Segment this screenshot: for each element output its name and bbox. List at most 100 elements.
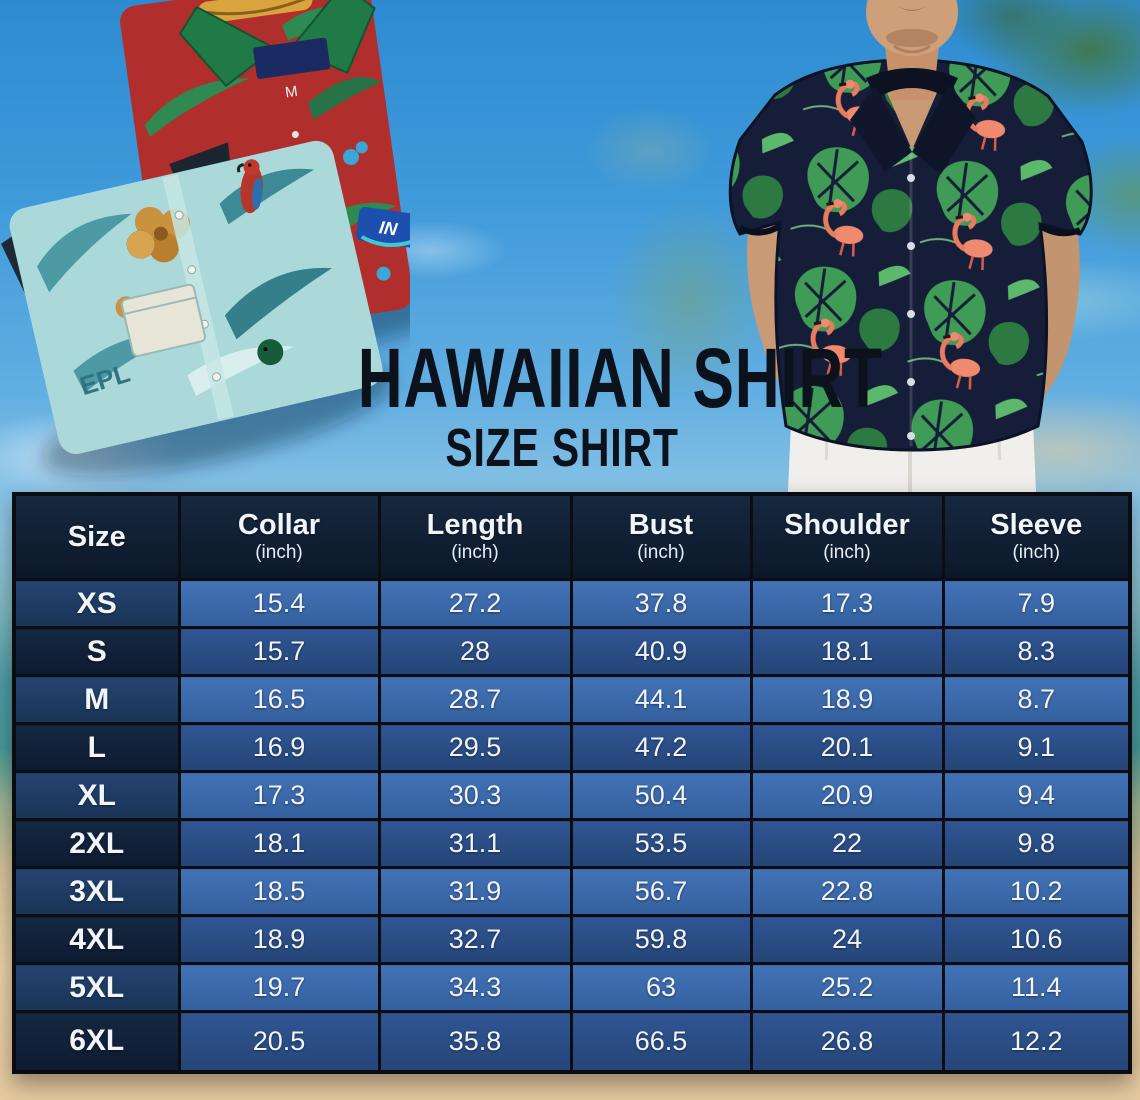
size-table: Size Collar (inch) Length (inch) Bust (inch) Sh… xyxy=(12,492,1132,1074)
table-row: 2XL 18.1 31.1 53.5 22 9.8 xyxy=(12,818,1132,869)
value-cell: 18.1 xyxy=(749,626,945,677)
value-cell: 18.9 xyxy=(749,674,945,725)
column-header-collar: Collar (inch) xyxy=(177,492,381,581)
column-unit: (inch) xyxy=(637,542,685,564)
value-cell: 18.9 xyxy=(177,914,381,965)
value-cell: 24 xyxy=(749,914,945,965)
table-row: XS 15.4 27.2 37.8 17.3 7.9 xyxy=(12,578,1132,629)
value-cell: 31.1 xyxy=(377,818,573,869)
value-cell: 40.9 xyxy=(569,626,753,677)
value-cell: 28 xyxy=(377,626,573,677)
value-cell: 7.9 xyxy=(941,578,1132,629)
value-cell: 30.3 xyxy=(377,770,573,821)
lips xyxy=(898,6,926,11)
table-row: 6XL 20.5 35.8 66.5 26.8 12.2 xyxy=(12,1010,1132,1073)
value-cell: 22.8 xyxy=(749,866,945,917)
value-cell: 9.1 xyxy=(941,722,1132,773)
value-cell: 15.4 xyxy=(177,578,381,629)
value-cell: 29.5 xyxy=(377,722,573,773)
parrot xyxy=(236,159,263,214)
poster-subtitle: SIZE SHIRT xyxy=(445,418,679,479)
title-block: HAWAIIAN SHIRT SIZE SHIRT xyxy=(286,331,883,479)
value-cell: 11.4 xyxy=(941,962,1132,1013)
table-head: Size Collar (inch) Length (inch) Bust (inch) Sh… xyxy=(12,492,1132,581)
model-photo xyxy=(728,0,1093,492)
value-cell: 10.2 xyxy=(941,866,1132,917)
value-cell: 28.7 xyxy=(377,674,573,725)
red-shirt-size-tag: M xyxy=(284,83,299,102)
value-cell: 59.8 xyxy=(569,914,753,965)
column-header-shoulder: Shoulder (inch) xyxy=(749,492,945,581)
table-row: 5XL 19.7 34.3 63 25.2 11.4 xyxy=(12,962,1132,1013)
column-header-sleeve: Sleeve (inch) xyxy=(941,492,1132,581)
value-cell: 17.3 xyxy=(177,770,381,821)
table-header-row: Size Collar (inch) Length (inch) Bust (inch) Sh… xyxy=(12,492,1132,581)
red-shirt-sleeve-patch-text: IN xyxy=(378,217,400,239)
size-cell: XL xyxy=(12,770,181,821)
size-cell: 6XL xyxy=(12,1010,181,1073)
table-row: 4XL 18.9 32.7 59.8 24 10.6 xyxy=(12,914,1132,965)
value-cell: 34.3 xyxy=(377,962,573,1013)
value-cell: 8.7 xyxy=(941,674,1132,725)
value-cell: 27.2 xyxy=(377,578,573,629)
column-unit: (inch) xyxy=(823,542,871,564)
column-label: Length xyxy=(426,508,524,541)
flamingo-shirt xyxy=(728,58,1093,452)
column-label: Shoulder xyxy=(784,508,910,541)
value-cell: 63 xyxy=(569,962,753,1013)
shirt-collar xyxy=(850,68,976,174)
value-cell: 8.3 xyxy=(941,626,1132,677)
value-cell: 66.5 xyxy=(569,1010,753,1073)
value-cell: 26.8 xyxy=(749,1010,945,1073)
size-cell: S xyxy=(12,626,181,677)
column-header-length: Length (inch) xyxy=(377,492,573,581)
value-cell: 18.1 xyxy=(177,818,381,869)
value-cell: 20.9 xyxy=(749,770,945,821)
teal-hawaiian-shirt: EPL xyxy=(1,140,394,476)
size-cell: 3XL xyxy=(12,866,181,917)
value-cell: 20.1 xyxy=(749,722,945,773)
column-unit: (inch) xyxy=(1012,542,1060,564)
value-cell: 47.2 xyxy=(569,722,753,773)
folded-shirts-photo: M IN xyxy=(1,0,410,476)
column-label: Collar xyxy=(237,508,321,541)
value-cell: 35.8 xyxy=(377,1010,573,1073)
value-cell: 22 xyxy=(749,818,945,869)
value-cell: 31.9 xyxy=(377,866,573,917)
size-cell: 5XL xyxy=(12,962,181,1013)
value-cell: 32.7 xyxy=(377,914,573,965)
value-cell: 15.7 xyxy=(177,626,381,677)
column-label: Sleeve xyxy=(990,508,1083,541)
column-header-size: Size xyxy=(12,492,181,581)
size-cell: L xyxy=(12,722,181,773)
size-cell: XS xyxy=(12,578,181,629)
value-cell: 50.4 xyxy=(569,770,753,821)
value-cell: 16.5 xyxy=(177,674,381,725)
value-cell: 9.4 xyxy=(941,770,1132,821)
value-cell: 44.1 xyxy=(569,674,753,725)
value-cell: 18.5 xyxy=(177,866,381,917)
size-cell: M xyxy=(12,674,181,725)
value-cell: 37.8 xyxy=(569,578,753,629)
size-cell: 4XL xyxy=(12,914,181,965)
value-cell: 9.8 xyxy=(941,818,1132,869)
value-cell: 12.2 xyxy=(941,1010,1132,1073)
table-row: XL 17.3 30.3 50.4 20.9 9.4 xyxy=(12,770,1132,821)
value-cell: 25.2 xyxy=(749,962,945,1013)
value-cell: 53.5 xyxy=(569,818,753,869)
column-label: Bust xyxy=(628,508,694,541)
table-row: L 16.9 29.5 47.2 20.1 9.1 xyxy=(12,722,1132,773)
table-row: M 16.5 28.7 44.1 18.9 8.7 xyxy=(12,674,1132,725)
table-body: XS 15.4 27.2 37.8 17.3 7.9 S 15.7 28 40.9 18.1 8.3 M… xyxy=(12,578,1132,1073)
poster-title: HAWAIIAN SHIRT xyxy=(357,331,883,425)
table-row: 3XL 18.5 31.9 56.7 22.8 10.2 xyxy=(12,866,1132,917)
value-cell: 17.3 xyxy=(749,578,945,629)
value-cell: 20.5 xyxy=(177,1010,381,1073)
value-cell: 16.9 xyxy=(177,722,381,773)
size-cell: 2XL xyxy=(12,818,181,869)
column-header-bust: Bust (inch) xyxy=(569,492,753,581)
column-unit: (inch) xyxy=(451,542,499,564)
column-label: Size xyxy=(67,520,126,553)
value-cell: 19.7 xyxy=(177,962,381,1013)
